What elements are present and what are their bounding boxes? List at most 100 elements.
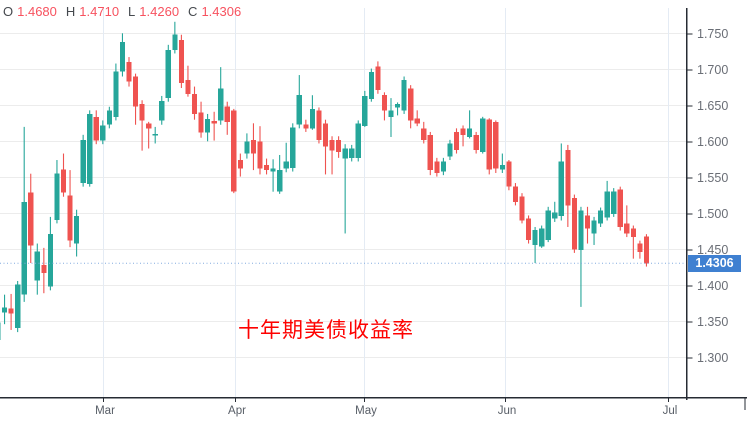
candle	[637, 240, 643, 259]
candle	[28, 173, 34, 263]
month-tick-label: May	[355, 405, 377, 417]
candle	[250, 123, 257, 171]
candle	[290, 123, 296, 172]
candle	[316, 107, 322, 144]
candle	[611, 188, 617, 217]
candle	[519, 193, 525, 224]
candle	[349, 144, 355, 162]
candle	[532, 226, 538, 263]
price-tick-label: 1.400	[697, 279, 728, 293]
candle	[617, 186, 623, 231]
ohlc-open-value: 1.4680	[17, 4, 57, 19]
candle	[60, 153, 67, 197]
candle	[47, 216, 53, 291]
candle	[224, 101, 230, 135]
candle	[480, 116, 486, 154]
candle	[598, 207, 604, 227]
candle	[584, 206, 591, 244]
candle	[41, 247, 47, 294]
candle	[578, 206, 584, 307]
candles-group	[0, 21, 650, 341]
candle	[283, 142, 289, 173]
candle	[270, 159, 276, 192]
candle	[362, 90, 368, 127]
candle	[421, 121, 427, 144]
month-tick-label: Apr	[228, 405, 246, 417]
candle	[1, 294, 8, 325]
candle	[506, 160, 512, 191]
axis-lines	[0, 8, 747, 410]
candle	[604, 180, 610, 221]
price-tick-label: 1.550	[697, 171, 728, 185]
candle	[322, 119, 329, 175]
candle	[198, 101, 204, 138]
candle	[336, 136, 342, 158]
ohlc-low-value: 1.4260	[139, 4, 180, 19]
candle	[106, 106, 112, 129]
candle	[257, 126, 263, 175]
ohlc-close-label: C	[188, 4, 198, 19]
candle	[434, 157, 440, 177]
candle	[80, 134, 86, 187]
candle	[119, 33, 126, 77]
candle	[146, 121, 152, 149]
candle	[218, 67, 224, 125]
candle	[126, 57, 132, 87]
candle	[296, 75, 302, 129]
candle	[237, 153, 243, 177]
candle	[113, 63, 119, 121]
candle	[34, 243, 40, 295]
ohlc-high-value: 1.4710	[79, 4, 120, 19]
candle	[132, 73, 139, 125]
price-tick-label: 1.750	[697, 27, 728, 41]
candle	[93, 110, 99, 145]
candle	[67, 170, 73, 248]
price-tick-label: 1.650	[697, 99, 728, 113]
candle	[159, 95, 165, 125]
candle	[191, 86, 198, 120]
candle	[440, 157, 446, 176]
last-price-badge: 1.4306	[688, 255, 741, 272]
chart-annotation-text: 十年期美债收益率	[238, 318, 414, 342]
candle	[178, 34, 184, 89]
candle	[552, 201, 558, 222]
candle	[545, 206, 551, 243]
candle	[427, 131, 433, 176]
ohlc-open-label: O	[3, 4, 14, 19]
candle	[571, 194, 577, 253]
candle	[467, 110, 473, 139]
candle	[558, 143, 564, 221]
horizontal-gridlines	[0, 33, 687, 358]
candle	[493, 120, 499, 173]
candle	[368, 68, 374, 102]
candle	[381, 92, 388, 121]
ohlc-high-label: H	[65, 4, 76, 19]
candle	[100, 120, 106, 145]
candle	[565, 144, 571, 227]
candle	[15, 280, 21, 333]
candle	[624, 205, 630, 238]
candle	[244, 133, 250, 159]
candle	[473, 131, 479, 154]
candle	[591, 216, 597, 245]
ohlc-legend: O 1.4680 H 1.4710 L 1.4260 C 1.4306	[3, 4, 250, 20]
vertical-gridlines	[103, 8, 669, 397]
candle	[309, 95, 315, 130]
candle	[87, 110, 93, 187]
candle	[453, 128, 460, 154]
month-tick-label: Jul	[663, 405, 678, 417]
candle	[408, 85, 414, 129]
candle	[205, 113, 211, 142]
price-axis-labels[interactable]: 1.750 1.700 1.650 1.600 1.550 1.500 1.450 1.400…	[686, 27, 729, 365]
candle	[329, 136, 335, 175]
time-axis-labels[interactable]: Mar Apr May Jun Jul	[95, 397, 677, 417]
candle	[539, 225, 545, 248]
candle	[499, 153, 505, 173]
candle	[74, 209, 80, 257]
candle	[512, 183, 519, 206]
candle	[152, 126, 158, 144]
candle	[447, 139, 453, 161]
candle	[401, 76, 407, 114]
